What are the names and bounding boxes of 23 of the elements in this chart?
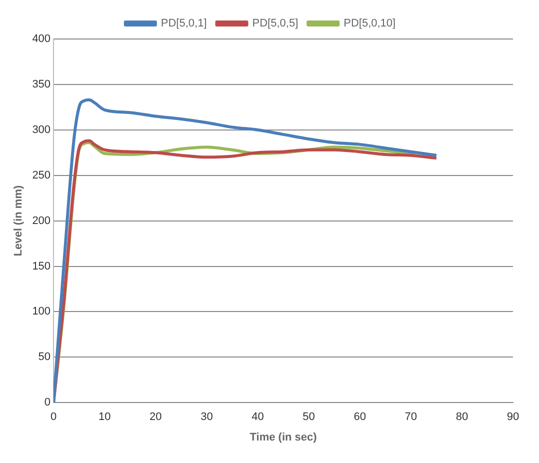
x-tick-label: 80 [456,411,468,424]
legend-label: PD[5,0,5] [252,18,298,30]
x-axis-title: Time (in sec) [250,431,318,444]
y-tick-label: 0 [44,396,51,409]
x-tick-label: 30 [200,411,213,424]
y-tick-label: 300 [32,124,51,136]
x-tick-label: 50 [302,411,315,424]
y-tick-label: 100 [32,306,51,318]
y-tick-label: 50 [38,351,51,364]
y-axis-title: Level (in mm) [12,185,25,256]
y-tick-label: 350 [32,78,51,90]
legend-label: PD[5,0,1] [160,18,207,30]
x-tick-label: 60 [354,411,366,424]
x-tick-label: 20 [150,411,162,424]
legend-label: PD[5,0,10] [344,18,396,30]
x-tick-label: 10 [98,411,111,424]
y-tick-label: 400 [32,33,51,46]
x-tick-label: 40 [252,411,264,424]
y-tick-label: 250 [32,169,51,182]
x-tick-label: 90 [506,411,520,424]
y-tick-label: 150 [32,260,51,272]
x-tick-label: 70 [404,411,418,424]
y-tick-label: 200 [32,214,51,227]
